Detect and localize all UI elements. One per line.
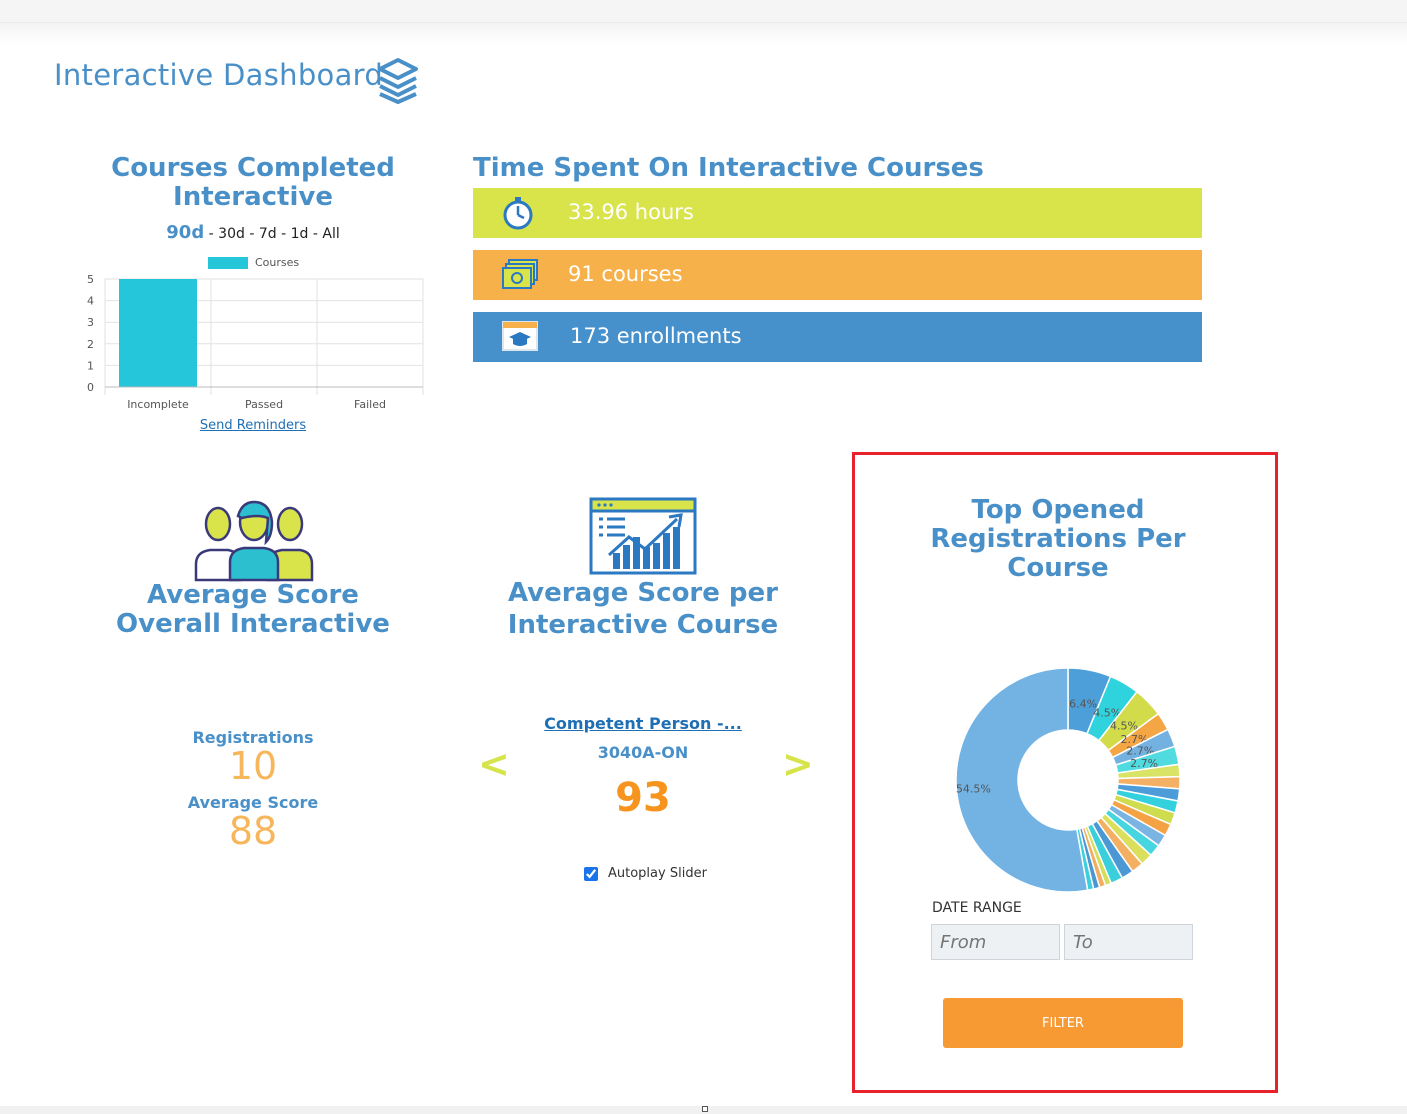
average-score-label: Average Score <box>187 793 319 812</box>
course-name-link[interactable]: Competent Person -... <box>544 714 742 733</box>
enrollments-bar: 173 enrollments <box>473 312 1202 362</box>
courses-completed-title: Courses Completed Interactive <box>111 153 395 212</box>
slider-next-button[interactable]: > <box>782 742 814 786</box>
autoplay-checkbox[interactable] <box>584 866 598 881</box>
filter-button[interactable]: FILTER <box>943 998 1183 1048</box>
highlight-frame <box>852 452 1278 1093</box>
range-all[interactable]: All <box>322 226 340 242</box>
courses-bar: 91 courses <box>473 250 1202 300</box>
y-tick-label: 3 <box>87 316 94 329</box>
y-tick-label: 5 <box>87 273 94 286</box>
layers-icon <box>378 58 418 104</box>
x-tick-label: Incomplete <box>127 398 189 411</box>
autoplay-control: Autoplay Slider <box>582 866 707 881</box>
slice-label: 4.5% <box>1110 720 1138 733</box>
y-tick-label: 1 <box>87 359 94 372</box>
dashboard-title: Interactive Dashboard <box>54 58 384 92</box>
autoplay-label: Autoplay Slider <box>608 866 707 881</box>
resize-handle[interactable] <box>702 1106 708 1112</box>
x-tick-label: Failed <box>354 398 386 411</box>
slice-label: 2.7% <box>1130 757 1158 770</box>
registrations-value: 10 <box>228 744 278 788</box>
header-shadow <box>0 23 1407 45</box>
hours-value: 33.96 hours <box>568 200 694 224</box>
range-7d[interactable]: 7d <box>258 226 277 242</box>
certificate-icon <box>502 259 538 289</box>
slider-prev-button[interactable]: < <box>478 742 510 786</box>
average-score-value: 88 <box>228 809 278 853</box>
range-separator: - <box>312 226 323 242</box>
bar-incomplete <box>119 279 197 387</box>
courses-value: 91 courses <box>568 262 683 286</box>
browser-top-strip <box>0 0 1407 23</box>
date-range-label: DATE RANGE <box>932 900 1022 916</box>
range-30d[interactable]: 30d <box>218 226 245 242</box>
range-90d[interactable]: 90d <box>166 222 205 243</box>
y-tick-label: 4 <box>87 295 94 308</box>
analytics-window-icon <box>589 497 697 575</box>
range-separator: - <box>281 226 291 242</box>
range-separator: - <box>208 226 219 242</box>
avg-score-per-course-title: Average Score per Interactive Course <box>507 578 779 640</box>
y-tick-label: 2 <box>87 338 94 351</box>
courses-bar-chart: Courses 0 1 2 3 4 5 Incomplete Passed Failed <box>87 256 424 411</box>
registrations-donut-chart: 6.4%4.5%4.5%2.7%2.7%2.7%54.5% <box>955 667 1181 893</box>
slice-label: 54.5% <box>956 782 991 795</box>
team-icon <box>194 500 314 582</box>
legend-label: Courses <box>255 256 299 269</box>
x-tick-label: Passed <box>245 398 283 411</box>
time-spent-title: Time Spent On Interactive Courses <box>473 153 984 183</box>
course-score: 93 <box>615 775 671 821</box>
course-code: 3040A-ON <box>597 743 689 762</box>
date-range-selector: 90d - 30d - 7d - 1d - All <box>90 222 416 243</box>
donut-slice <box>955 667 1089 893</box>
avg-score-overall-title: Average Score Overall Interactive <box>116 580 390 639</box>
range-1d[interactable]: 1d <box>290 226 309 242</box>
send-reminders-link[interactable]: Send Reminders <box>199 418 307 433</box>
stopwatch-icon <box>503 197 533 230</box>
registrations-label: Registrations <box>192 728 314 747</box>
legend-swatch <box>208 257 248 269</box>
hours-bar: 33.96 hours <box>473 188 1202 238</box>
slice-label: 4.5% <box>1093 707 1121 720</box>
graduation-window-icon <box>502 321 538 351</box>
slice-label: 6.4% <box>1069 697 1097 710</box>
range-separator: - <box>249 226 259 242</box>
y-tick-label: 0 <box>87 381 94 394</box>
date-to-input[interactable] <box>1064 924 1193 960</box>
top-opened-title: Top Opened Registrations Per Course <box>930 495 1186 583</box>
enrollments-value: 173 enrollments <box>570 324 742 348</box>
date-from-input[interactable] <box>931 924 1060 960</box>
